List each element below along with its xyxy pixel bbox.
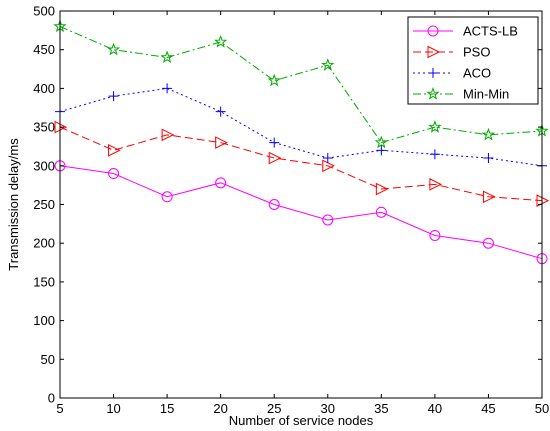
legend-marker-min-min — [426, 87, 440, 100]
data-point-pso — [482, 190, 496, 204]
data-point-pso — [429, 178, 443, 191]
legend-label-pso: PSO — [463, 45, 490, 60]
series-line-aco — [59, 87, 543, 167]
y-tick-label: 100 — [33, 313, 55, 328]
x-tick-label: 40 — [428, 401, 442, 416]
data-point-acts-lb — [108, 168, 120, 180]
y-tick-label: 250 — [33, 197, 55, 212]
data-point-acts-lb — [482, 237, 494, 249]
data-point-min-min — [428, 120, 442, 133]
data-point-min-min — [267, 73, 281, 87]
series-line-acts-lb — [59, 165, 543, 260]
data-point-aco — [269, 137, 280, 148]
x-tick-label: 35 — [374, 401, 388, 416]
y-tick-label: 300 — [33, 158, 55, 173]
x-tick-label: 5 — [56, 401, 63, 416]
data-point-aco — [215, 106, 226, 117]
data-point-pso — [161, 128, 175, 142]
data-point-aco — [376, 145, 387, 156]
legend-item-pso: PSO — [413, 45, 490, 60]
y-tick-label: 50 — [41, 352, 55, 367]
x-tick-label: 15 — [160, 401, 174, 416]
legend-item-aco: ACO — [413, 66, 491, 81]
x-axis-label: Number of service nodes — [229, 413, 374, 428]
data-point-aco — [108, 91, 119, 102]
data-point-aco — [162, 83, 173, 94]
data-point-acts-lb — [215, 177, 227, 189]
y-tick-label: 350 — [33, 120, 55, 135]
series-line-min-min — [59, 26, 543, 144]
legend-marker-aco — [428, 68, 438, 78]
data-point-min-min — [374, 135, 388, 149]
x-tick-label: 30 — [321, 401, 335, 416]
data-point-pso — [268, 151, 282, 165]
data-point-min-min — [214, 35, 228, 48]
data-point-acts-lb — [161, 191, 173, 203]
legend-label-aco: ACO — [463, 66, 491, 81]
data-point-min-min — [481, 127, 496, 141]
data-point-pso — [375, 182, 389, 196]
data-point-acts-lb — [322, 214, 334, 226]
legend-label-min-min: Min-Min — [463, 87, 509, 102]
y-tick-label: 500 — [33, 4, 55, 19]
y-tick-label: 0 — [48, 391, 55, 406]
x-tick-label: 45 — [481, 401, 495, 416]
data-point-acts-lb — [429, 229, 441, 241]
ticks-layer: 5 10 15 20 25 30 35 40 45 50050100150200250300350… — [33, 4, 549, 417]
y-tick-label: 450 — [33, 42, 55, 57]
data-point-aco — [429, 149, 440, 160]
legend-marker-acts-lb — [427, 25, 439, 37]
data-point-pso — [108, 144, 121, 157]
x-tick-label: 10 — [106, 401, 120, 416]
legend-item-min-min: Min-Min — [413, 87, 509, 102]
y-axis-label: Transmission delay/ms — [6, 138, 21, 271]
legend-marker-pso — [427, 45, 441, 59]
y-tick-label: 400 — [33, 81, 55, 96]
data-point-min-min — [321, 58, 335, 71]
legend: ACTS-LB PSO ACO Min-Min — [407, 16, 539, 105]
data-point-min-min — [106, 42, 121, 56]
data-point-acts-lb — [268, 199, 280, 210]
x-tick-label: 50 — [535, 401, 549, 416]
series-line-pso — [59, 126, 543, 202]
data-point-aco — [322, 153, 333, 164]
series-aco — [55, 83, 547, 171]
y-tick-label: 150 — [33, 274, 55, 289]
legend-item-acts-lb: ACTS-LB — [413, 24, 518, 39]
legend-label-acts-lb: ACTS-LB — [463, 24, 518, 39]
x-tick-label: 20 — [213, 401, 227, 416]
data-point-min-min — [160, 50, 174, 64]
data-point-acts-lb — [375, 206, 387, 218]
data-point-aco — [483, 153, 494, 164]
x-tick-label: 25 — [267, 401, 281, 416]
y-tick-label: 200 — [33, 236, 55, 251]
data-point-pso — [215, 136, 228, 149]
